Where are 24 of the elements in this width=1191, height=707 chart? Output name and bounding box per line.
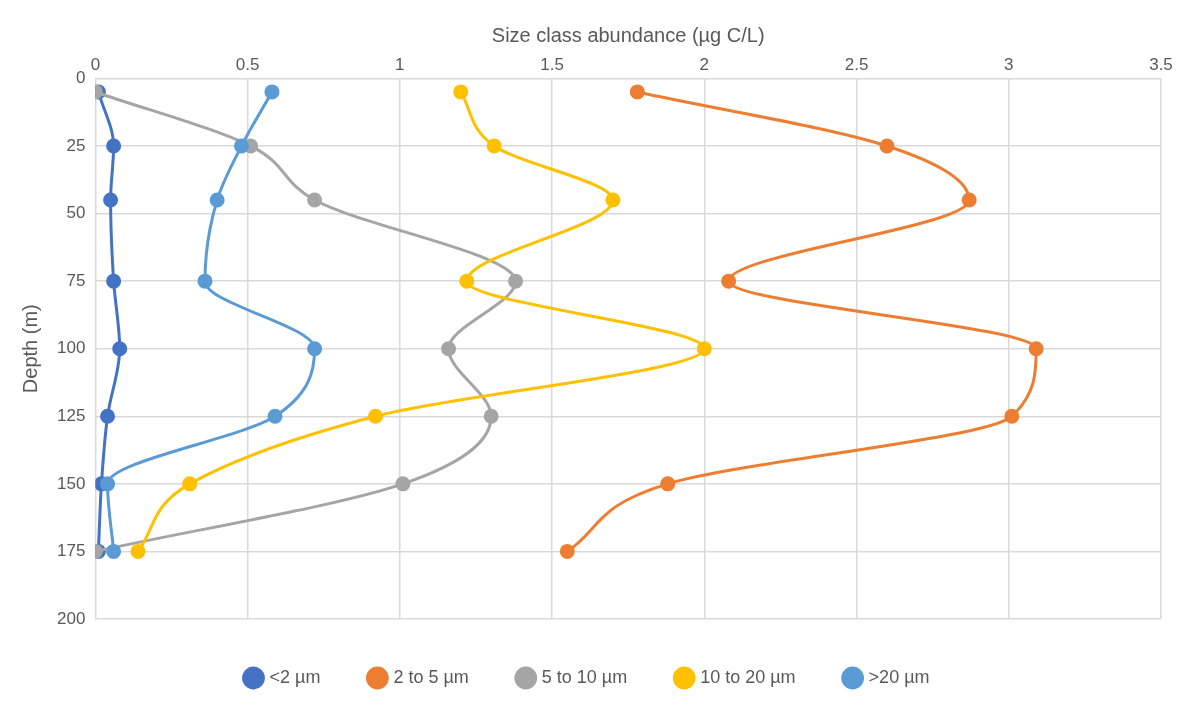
legend-label: <2 µm [269, 666, 321, 687]
x-tick-label: 2.5 [844, 54, 869, 74]
x-tick-label: 2 [699, 54, 710, 74]
x-axis-title: Size class abundance (µg C/L) [491, 23, 765, 46]
y-tick-label: 75 [66, 270, 86, 290]
x-tick-label: 0 [90, 54, 101, 74]
y-tick-label: 175 [56, 541, 86, 561]
x-tick-label: 1.5 [540, 54, 564, 74]
y-tick-label: 200 [56, 608, 86, 628]
y-axis-title: Depth (m) [18, 304, 41, 394]
legend-label: 10 to 20 µm [700, 666, 796, 687]
y-tick-label: 100 [56, 338, 86, 358]
y-tick-label: 0 [75, 68, 86, 88]
y-tick-label: 50 [66, 203, 86, 223]
legend-label: 2 to 5 µm [393, 666, 469, 687]
legend-label: 5 to 10 µm [541, 666, 628, 687]
x-tick-label: 1 [395, 54, 405, 74]
y-tick-label: 150 [56, 473, 86, 493]
x-tick-label: 0.5 [235, 54, 260, 74]
y-tick-label: 125 [56, 405, 86, 425]
x-tick-label: 3.5 [1149, 54, 1173, 74]
x-tick-label: 3 [1004, 54, 1014, 74]
legend-label: >20 µm [868, 666, 930, 687]
y-tick-label: 25 [66, 135, 86, 155]
